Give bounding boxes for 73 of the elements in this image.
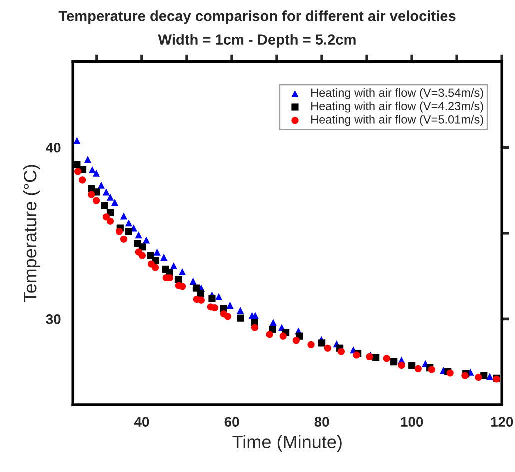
point [486,373,494,380]
point [147,252,154,260]
point [170,262,178,270]
point [338,348,345,356]
point [224,313,232,320]
point [226,302,234,310]
point [174,276,182,284]
point [101,202,108,210]
x-axis-title: Time (Minute) [232,435,342,452]
point [135,232,142,239]
x-tick-label: 80 [314,417,330,427]
point [142,236,150,244]
point [74,161,81,168]
point [414,365,422,372]
point [120,212,128,220]
point [197,290,205,297]
x-tick-label: 100 [401,417,424,427]
point [92,170,100,177]
point [178,268,186,276]
point [398,362,406,370]
point [102,188,110,196]
point [74,168,82,176]
point [383,355,390,362]
point [408,362,416,370]
x-tick-label: 120 [491,417,514,427]
y-axis-title: Temperature (°C) [23,165,40,302]
point [92,197,100,204]
point [190,278,197,285]
x-tick-label: 40 [134,417,150,427]
point [138,252,146,260]
point [308,341,315,348]
point [280,332,287,340]
point [84,156,92,164]
point [79,176,86,184]
point [160,254,168,261]
point [266,331,274,338]
point [88,191,96,198]
legend-label: Heating with air flow (V=5.01m/s) [312,115,484,126]
point [116,228,124,236]
point [390,358,398,366]
point [106,194,114,201]
point [152,264,160,272]
point [154,248,161,256]
point [74,137,81,144]
point [102,214,110,221]
point [106,218,114,225]
point [324,344,332,352]
y-tick-label: 30 [46,314,61,324]
legend-label: Heating with air flow (V=4.23m/s) [312,102,484,113]
point [208,295,216,302]
point [211,304,218,312]
point [198,296,205,304]
point [98,182,106,189]
point [237,314,244,322]
chart-subtitle: Width = 1cm - Depth = 5.2cm [158,34,356,48]
point [270,319,277,326]
point [318,340,326,347]
point [138,244,146,251]
chart-title: Temperature decay comparison for different air velocities [58,10,456,24]
point [251,324,259,332]
point [292,337,300,344]
point [475,374,482,382]
point [252,312,259,320]
point [111,198,119,206]
point [237,307,244,314]
point [125,220,132,227]
point [120,236,128,243]
point [125,228,132,236]
point [215,293,223,300]
point [88,166,96,174]
x-tick-label: 60 [224,417,240,427]
point [372,354,380,362]
legend-label: Heating with air flow (V=3.54m/s) [312,88,484,100]
